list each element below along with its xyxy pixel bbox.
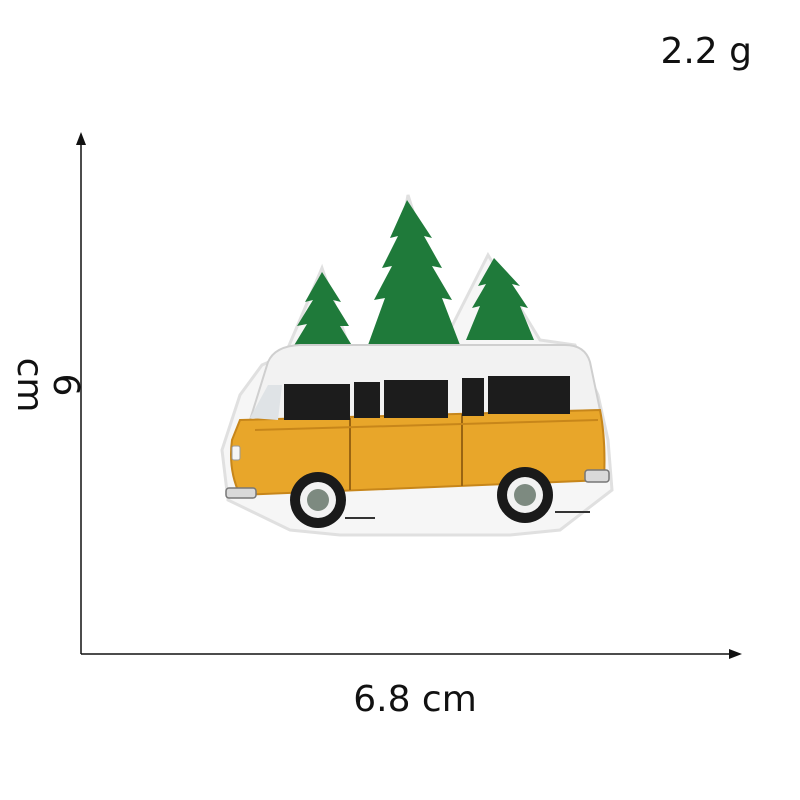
left-tree (290, 272, 356, 352)
rear-wheel (497, 467, 553, 523)
window-5 (488, 376, 570, 414)
van-bumpers (225, 445, 610, 499)
horizontal-arrow-icon (729, 649, 742, 659)
window-2 (354, 382, 380, 418)
vertical-arrow-icon (76, 132, 86, 145)
front-wheel (290, 472, 346, 528)
windshield (250, 385, 282, 420)
van-windows (250, 376, 570, 420)
weight-label: 2.2 g (660, 31, 752, 72)
center-tree (368, 200, 460, 345)
window-4 (462, 378, 484, 416)
motion-lines (345, 511, 590, 519)
window-1 (284, 384, 350, 420)
right-tree (466, 258, 534, 340)
width-dimension-label: 6.8 cm (353, 679, 477, 720)
window-3 (384, 380, 448, 418)
pine-trees (290, 200, 534, 352)
